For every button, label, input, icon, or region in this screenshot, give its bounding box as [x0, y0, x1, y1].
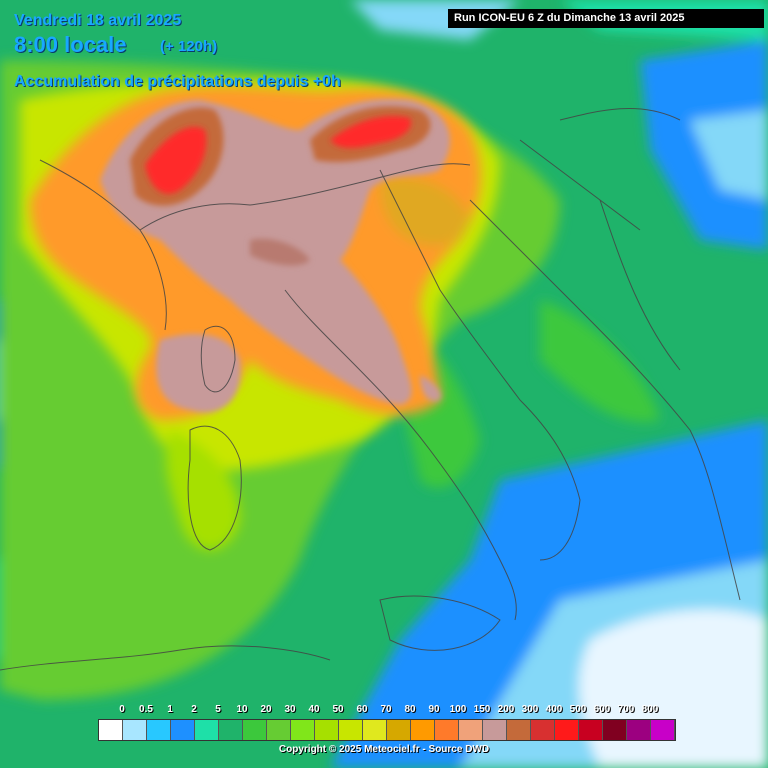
legend-label: 600 [593, 704, 611, 715]
legend-swatch [267, 720, 291, 740]
legend-label: 2 [191, 704, 197, 715]
map-subtitle: Accumulation de précipitations depuis +0… [14, 73, 341, 90]
red-zones [145, 116, 411, 194]
legend-label: 5 [215, 704, 221, 715]
alps-border [139, 163, 471, 231]
corsica-coast [200, 325, 236, 393]
legend-swatch [627, 720, 651, 740]
legend-label: 150 [473, 704, 491, 715]
france-border [39, 159, 167, 331]
legend-label: 700 [617, 704, 635, 715]
legend-swatch [531, 720, 555, 740]
legend-swatch [339, 720, 363, 740]
legend-swatch [603, 720, 627, 740]
legend-swatch [555, 720, 579, 740]
copyright-notice: Copyright © 2025 Meteociel.fr - Source D… [278, 744, 490, 755]
italy-east-coast [379, 169, 581, 561]
legend-swatch [435, 720, 459, 740]
balkan-coast [469, 199, 741, 601]
north-africa-coast [0, 645, 331, 671]
legend-swatch [507, 720, 531, 740]
legend-swatch [579, 720, 603, 740]
legend-swatch [99, 720, 123, 740]
legend-swatch [651, 720, 675, 740]
legend-label: 30 [284, 704, 296, 715]
legend-label: 1 [167, 704, 173, 715]
legend-label: 50 [332, 704, 344, 715]
legend-label: 90 [428, 704, 440, 715]
legend-label: 0 [119, 704, 125, 715]
legend-swatch [363, 720, 387, 740]
color-scale-legend: 0 0.5 1 2 5 10 20 30 40 50 60 70 80 90 100 150 200 300 400… [98, 704, 676, 742]
legend-labels: 0 0.5 1 2 5 10 20 30 40 50 60 70 80 90 100 150 200 300 400… [98, 704, 674, 718]
run-info-banner: Run ICON-EU 6 Z du Dimanche 13 avril 202… [448, 9, 764, 28]
legend-swatch [243, 720, 267, 740]
legend-swatches [98, 719, 676, 741]
legend-swatch [411, 720, 435, 740]
legend-swatch [123, 720, 147, 740]
forecast-time: 8:00 locale [14, 32, 127, 57]
legend-swatch [315, 720, 339, 740]
forecast-date: Vendredi 18 avril 2025 [14, 12, 182, 29]
legend-label: 300 [521, 704, 539, 715]
legend-label: 20 [260, 704, 272, 715]
italy-west-coast [284, 289, 517, 621]
legend-label: 500 [569, 704, 587, 715]
legend-label: 800 [641, 704, 659, 715]
sicily-coast [379, 595, 501, 651]
legend-label: 0.5 [139, 704, 153, 715]
legend-label: 200 [497, 704, 515, 715]
forecast-offset: (+ 120h) [160, 38, 218, 55]
legend-swatch [171, 720, 195, 740]
legend-label: 10 [236, 704, 248, 715]
balkan-borders [519, 107, 681, 371]
sardinia-coast [187, 425, 242, 551]
legend-swatch [195, 720, 219, 740]
legend-swatch [219, 720, 243, 740]
legend-swatch [291, 720, 315, 740]
legend-label: 100 [449, 704, 467, 715]
legend-label: 70 [380, 704, 392, 715]
legend-label: 60 [356, 704, 368, 715]
borders [0, 107, 741, 671]
legend-swatch [459, 720, 483, 740]
legend-label: 400 [545, 704, 563, 715]
legend-label: 80 [404, 704, 416, 715]
legend-swatch [387, 720, 411, 740]
legend-swatch [147, 720, 171, 740]
legend-swatch [483, 720, 507, 740]
legend-label: 40 [308, 704, 320, 715]
